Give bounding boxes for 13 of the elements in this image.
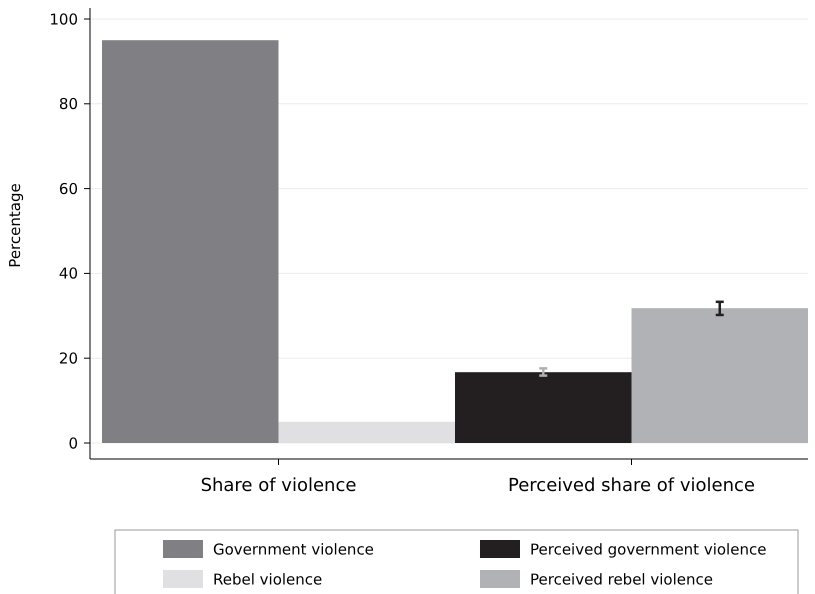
- x-tick-label: Perceived share of violence: [508, 475, 755, 496]
- y-tick-label: 80: [58, 95, 78, 114]
- y-tick-label: 100: [49, 10, 78, 28]
- legend-label: Government violence: [213, 540, 374, 558]
- y-axis-title: Percentage: [6, 183, 24, 268]
- y-tick-label: 20: [58, 349, 78, 368]
- y-tick-label: 40: [58, 264, 78, 283]
- y-tick-label: 60: [58, 180, 78, 198]
- legend-label: Perceived rebel violence: [530, 570, 713, 588]
- legend-label: Perceived government violence: [530, 540, 766, 558]
- x-tick-label: Share of violence: [200, 475, 356, 496]
- y-tick-label: 0: [68, 434, 78, 452]
- legend-label: Rebel violence: [213, 570, 322, 588]
